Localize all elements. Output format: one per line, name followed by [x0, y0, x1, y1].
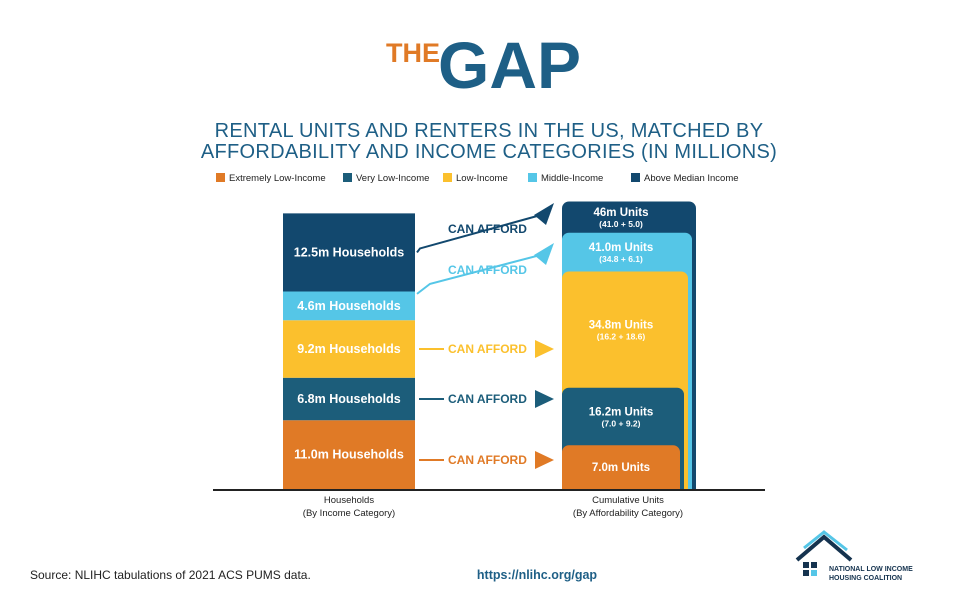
legend-swatch-middle	[528, 173, 537, 182]
households-label-extremely_low: 11.0m Households	[294, 448, 404, 462]
legend-label-very_low: Very Low-Income	[356, 173, 429, 184]
households-label-middle: 4.6m Households	[297, 299, 401, 313]
legend-label-low: Low-Income	[456, 173, 508, 184]
units-axis-label-line2: (By Affordability Category)	[573, 508, 683, 519]
logo-gap: GAP	[438, 28, 581, 102]
legend-swatch-low	[443, 173, 452, 182]
households-bar-middle	[283, 291, 415, 321]
households-label-very_low: 6.8m Households	[297, 392, 401, 406]
logo-the: THE	[386, 38, 440, 68]
households-bar-extremely_low	[283, 420, 415, 489]
households-bar-above_median	[283, 213, 415, 292]
legend-swatch-extremely_low	[216, 173, 225, 182]
the-gap-logo: THE GAP	[386, 28, 581, 102]
households-bars: 11.0m Households 6.8m Households 9.2m Hous…	[283, 213, 415, 489]
afford-arrowhead-low	[535, 340, 554, 358]
units-sublabel-low: (16.2 + 18.6)	[597, 332, 646, 342]
households-axis-label-line1: Households	[324, 495, 374, 506]
house-icon	[795, 530, 853, 576]
nlihc-logo: NATIONAL LOW INCOME HOUSING COALITION	[795, 530, 913, 582]
units-sublabel-middle: (34.8 + 6.1)	[599, 254, 643, 264]
legend-label-extremely_low: Extremely Low-Income	[229, 173, 326, 184]
source-note: Source: NLIHC tabulations of 2021 ACS PU…	[30, 568, 311, 582]
afford-text-extremely_low: CAN AFFORD	[448, 453, 527, 467]
afford-arrowhead-very_low	[535, 390, 554, 408]
afford-text-above_median: CAN AFFORD	[448, 222, 527, 236]
legend-swatch-above_median	[631, 173, 640, 182]
afford-arrowhead-middle	[534, 243, 554, 265]
units-sublabel-very_low: (7.0 + 9.2)	[602, 419, 641, 429]
afford-text-middle: CAN AFFORD	[448, 263, 527, 277]
units-axis-label-line1: Cumulative Units	[592, 495, 664, 506]
households-label-low: 9.2m Households	[297, 342, 401, 356]
units-bar-extremely_low	[562, 445, 680, 497]
legend: Extremely Low-Income Very Low-Income Low-I…	[216, 173, 739, 184]
legend-swatch-very_low	[343, 173, 352, 182]
units-label-low: 34.8m Units	[589, 320, 654, 332]
afford-arrowhead-extremely_low	[535, 451, 554, 469]
households-bar-very_low	[283, 377, 415, 421]
afford-text-low: CAN AFFORD	[448, 342, 527, 356]
legend-label-above_median: Above Median Income	[644, 173, 739, 184]
cumulative-units-bars: 7.0m Units 16.2m Units(7.0 + 9.2) 34.8m Un…	[560, 201, 700, 500]
nlihc-gap-link[interactable]: https://nlihc.org/gap	[477, 568, 597, 582]
households-bar-low	[283, 320, 415, 378]
units-label-very_low: 16.2m Units	[589, 407, 654, 419]
afford-line-above_median	[416, 212, 549, 254]
households-label-above_median: 12.5m Households	[294, 245, 404, 259]
afford-arrowhead-above_median	[534, 203, 554, 225]
chart-title-line2: AFFORDABILITY AND INCOME CATEGORIES (IN …	[201, 141, 777, 163]
households-axis-label-line2: (By Income Category)	[303, 508, 395, 519]
chart-title-line1: RENTAL UNITS AND RENTERS IN THE US, MATC…	[215, 120, 764, 142]
units-bar-base-mask	[560, 490, 700, 500]
afford-text-very_low: CAN AFFORD	[448, 392, 527, 406]
units-label-extremely_low: 7.0m Units	[592, 462, 650, 474]
afford-line-middle	[416, 252, 549, 295]
can-afford-annotations: CAN AFFORD CAN AFFORD CAN AFFORD CAN AFFORD…	[416, 203, 554, 469]
units-sublabel-above_median: (41.0 + 5.0)	[599, 219, 643, 229]
org-name-line2: HOUSING COALITION	[829, 575, 902, 582]
legend-label-middle: Middle-Income	[541, 173, 603, 184]
org-name-line1: NATIONAL LOW INCOME	[829, 566, 913, 573]
units-label-above_median: 46m Units	[594, 207, 649, 219]
units-label-middle: 41.0m Units	[589, 242, 654, 254]
